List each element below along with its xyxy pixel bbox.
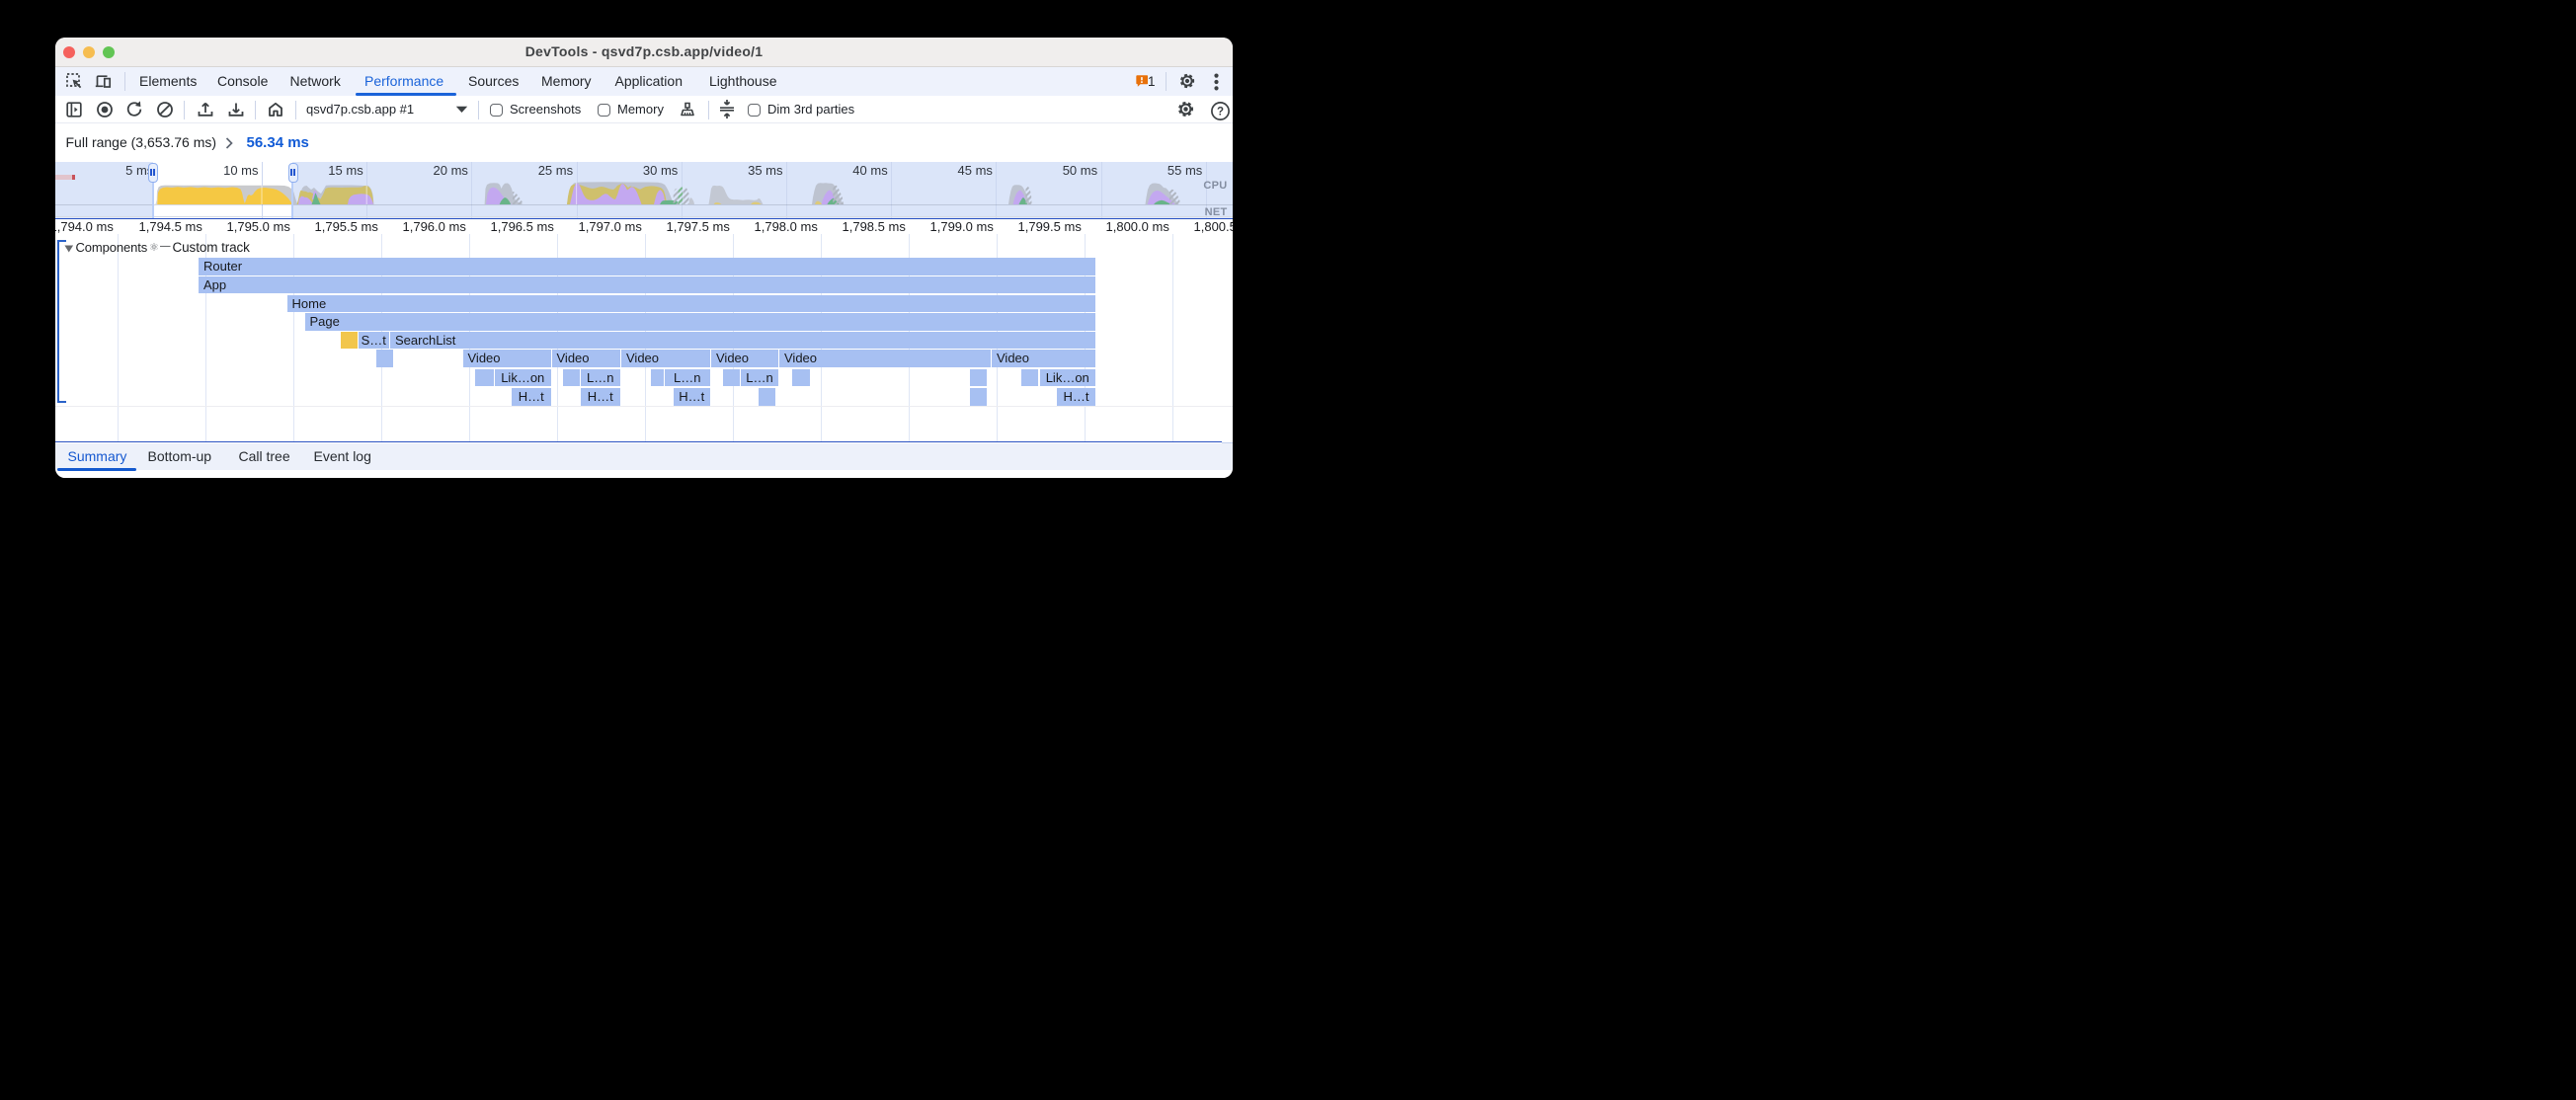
svg-text:?: ? [1216, 106, 1223, 118]
